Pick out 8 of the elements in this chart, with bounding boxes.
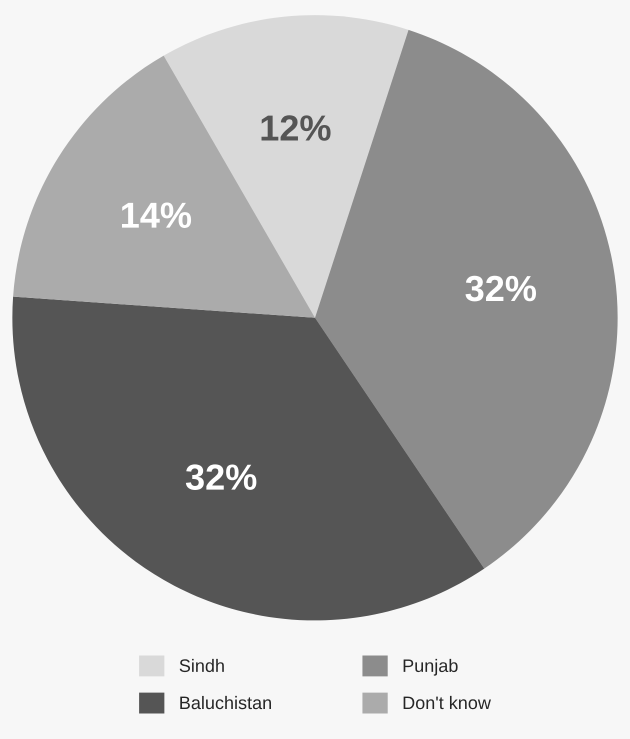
legend-label: Don't know (404, 696, 491, 710)
data-label: 12% (262, 115, 331, 141)
legend-label: Baluchistan (180, 696, 271, 710)
data-label: 32% (186, 464, 256, 490)
data-label: 14% (122, 202, 192, 228)
data-label: 32% (466, 276, 536, 302)
legend-label: Punjab (404, 658, 458, 676)
legend-label: Sindh (180, 658, 224, 672)
